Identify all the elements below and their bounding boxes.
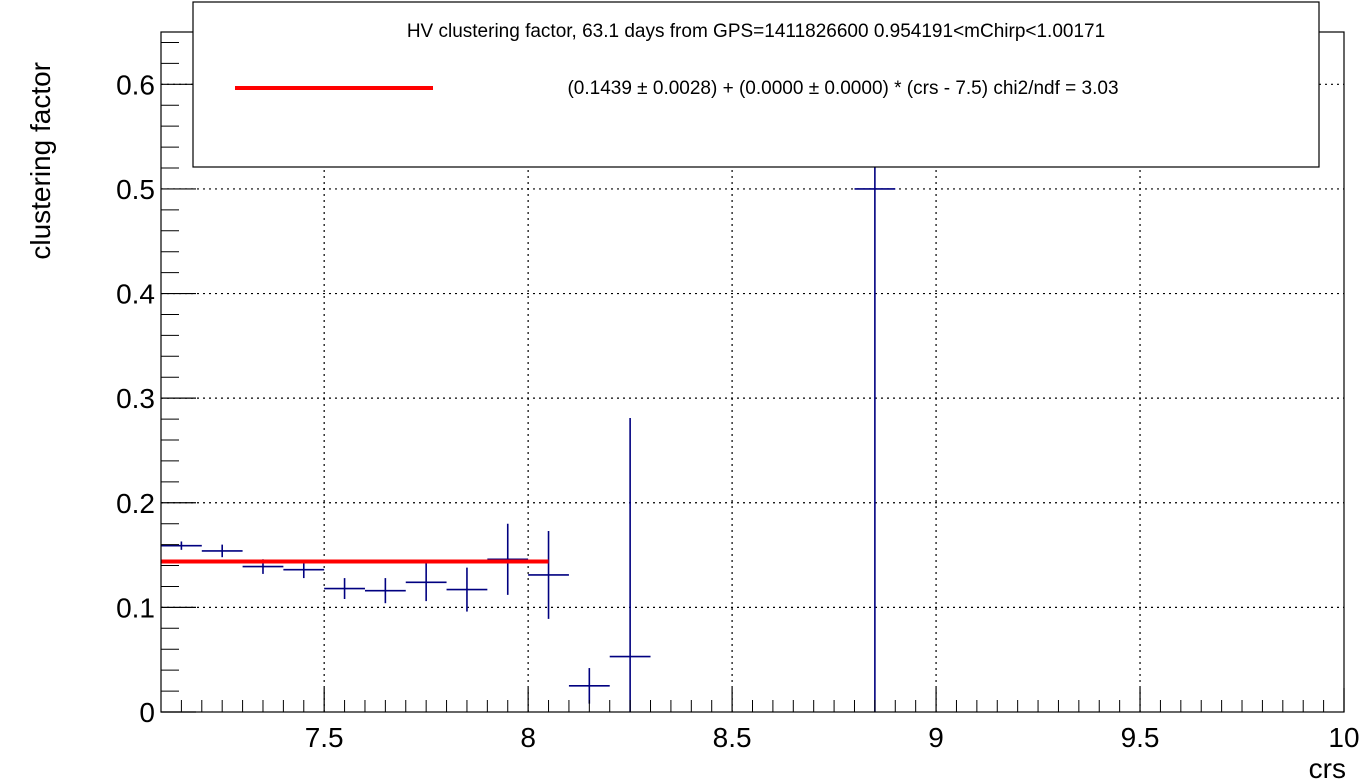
data-point [405,563,447,602]
data-point [324,578,365,600]
x-tick-label: 8 [520,722,536,753]
data-series [161,32,896,712]
data-point [201,544,243,558]
y-tick-label: 0 [139,697,155,728]
x-tick-label: 10 [1328,722,1359,753]
y-tick-label: 0.1 [116,592,155,623]
legend: HV clustering factor, 63.1 days from GPS… [192,1,1320,168]
legend-fit-entry: (0.1439 ± 0.0028) + (0.0000 ± 0.0000) * … [567,78,1118,99]
x-axis-title: crs [1309,753,1346,784]
data-point [161,541,202,550]
data-point [283,561,325,579]
data-point [568,668,610,704]
y-tick-label: 0.5 [116,174,155,205]
axis-ticks [161,41,1345,713]
data-point [609,418,651,712]
legend-header: HV clustering factor, 63.1 days from GPS… [407,21,1105,42]
x-tick-label: 9 [928,722,944,753]
data-point [528,531,569,619]
x-tick-label: 7.5 [305,722,344,753]
x-tick-label: 9.5 [1121,722,1160,753]
tick-labels: 7.5 8 8.5 9 9.5 10 0 0.1 0.2 0.3 0.4 0.5 0.6 [116,69,1360,753]
y-tick-label: 0.3 [116,383,155,414]
data-point [446,567,488,612]
legend-box [192,1,1320,168]
y-tick-label: 0.6 [116,69,155,100]
y-axis-title: clustering factor [25,62,56,260]
y-tick-label: 0.4 [116,279,155,310]
x-tick-label: 8.5 [713,722,752,753]
data-point [487,523,529,595]
y-tick-label: 0.2 [116,488,155,519]
data-point [364,578,406,604]
